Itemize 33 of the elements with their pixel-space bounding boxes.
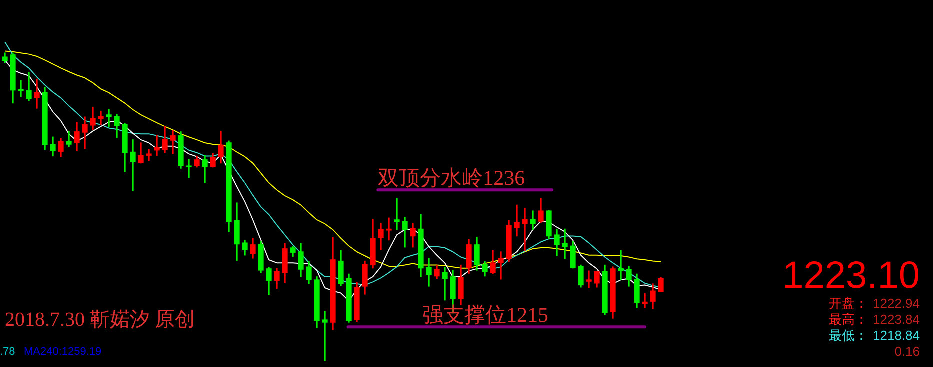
candlestick [146, 149, 152, 162]
candlestick [498, 252, 504, 280]
candlestick [18, 80, 24, 98]
candlestick [426, 258, 432, 287]
candlestick [386, 218, 392, 241]
candlestick [154, 134, 160, 156]
text: 最高： [829, 312, 868, 327]
candlestick [34, 78, 40, 109]
candlestick [394, 198, 400, 230]
text: 1223.84 [873, 312, 920, 327]
text: 最低： [829, 328, 868, 343]
candlestick [130, 140, 136, 192]
text: 1218.84 [873, 328, 920, 343]
candlestick [586, 270, 592, 288]
candlestick [642, 294, 648, 308]
text: 1223.10 [782, 255, 920, 297]
ref-line-label: 双顶分水岭1236 [378, 166, 526, 190]
candlestick [514, 204, 520, 237]
annotation: .78 [0, 346, 16, 358]
candlestick [562, 228, 568, 260]
candlestick [106, 109, 112, 128]
candlestick [522, 208, 528, 252]
annotation: 2018.7.30 靳婼汐 原创 [5, 309, 195, 331]
candlestick [66, 130, 72, 148]
text: 0.16 [894, 344, 920, 359]
text: 1222.94 [873, 296, 920, 311]
ref-line-label: 强支撑位1215 [422, 303, 548, 328]
candlestick [618, 250, 624, 280]
annotation: MA240:1259.19 [24, 346, 102, 358]
candlestick [442, 267, 448, 301]
text: 开盘： [829, 296, 868, 311]
candlestick [322, 311, 328, 361]
candlestick [170, 130, 176, 154]
